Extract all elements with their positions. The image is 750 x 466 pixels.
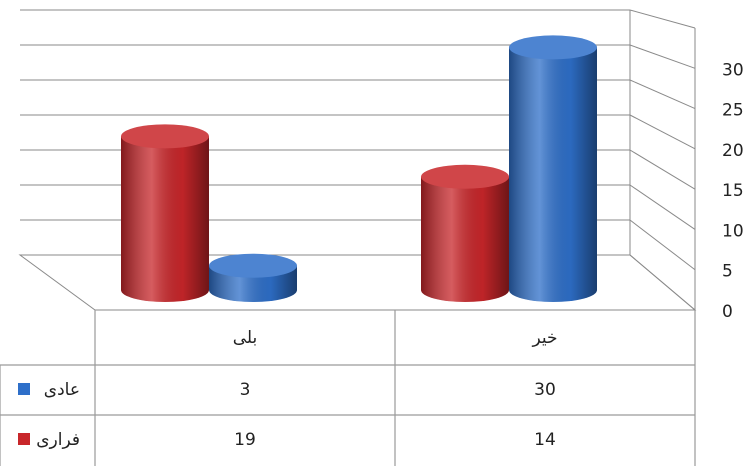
y-tick-label: 0 <box>722 302 733 322</box>
wall-side-top <box>629 9 696 29</box>
y-tick-label: 30 <box>722 60 744 80</box>
bar-top <box>421 164 509 189</box>
table-value: 3 <box>240 380 251 400</box>
table-value: 19 <box>234 430 256 450</box>
grid-line <box>629 149 696 190</box>
legend-key <box>18 383 30 395</box>
legend-label: عادی <box>44 380 80 400</box>
bar-top <box>209 253 297 278</box>
y-tick-label: 25 <box>722 101 744 121</box>
y-tick-label: 15 <box>722 181 744 201</box>
bar-top-highlight <box>421 164 509 189</box>
bar-shade <box>421 176 509 302</box>
grid-line <box>629 114 696 150</box>
category-label: خیر <box>531 328 557 348</box>
bar-top-highlight <box>209 253 297 278</box>
bar-shade <box>121 136 209 302</box>
grid-line <box>629 79 696 110</box>
table-value: 14 <box>534 430 556 450</box>
grid-line <box>629 219 696 271</box>
y-tick-label: 10 <box>722 221 744 241</box>
bar-top <box>121 124 209 149</box>
grid-line <box>629 254 696 311</box>
bar-top-highlight <box>509 35 597 60</box>
grid-line <box>629 44 696 69</box>
bar-top-highlight <box>121 124 209 149</box>
legend-key <box>18 433 30 445</box>
y-tick-label: 20 <box>722 141 744 161</box>
category-label: بلی <box>233 328 258 348</box>
y-tick-label: 5 <box>722 262 733 282</box>
legend-label: فراری <box>36 430 80 450</box>
table-value: 30 <box>534 380 556 400</box>
bar-top <box>509 35 597 60</box>
bar-shade <box>509 47 597 302</box>
grid-line <box>629 184 696 230</box>
